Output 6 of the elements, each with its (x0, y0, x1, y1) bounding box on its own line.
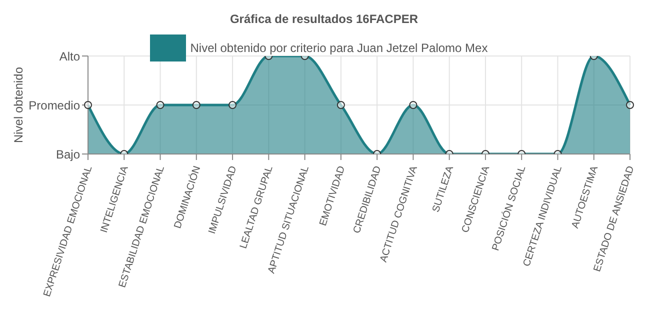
text: Alto (59, 49, 80, 64)
text: Promedio (28, 98, 80, 112)
legend-label: Nivel obtenido por criterio para Juan Jetzel Palomo Mex (190, 41, 488, 56)
text: Bajo (56, 147, 80, 162)
y-axis-title: Nivel obtenido (11, 66, 26, 144)
chart-title: Gráfica de resultados 16FACPER (228, 11, 420, 28)
